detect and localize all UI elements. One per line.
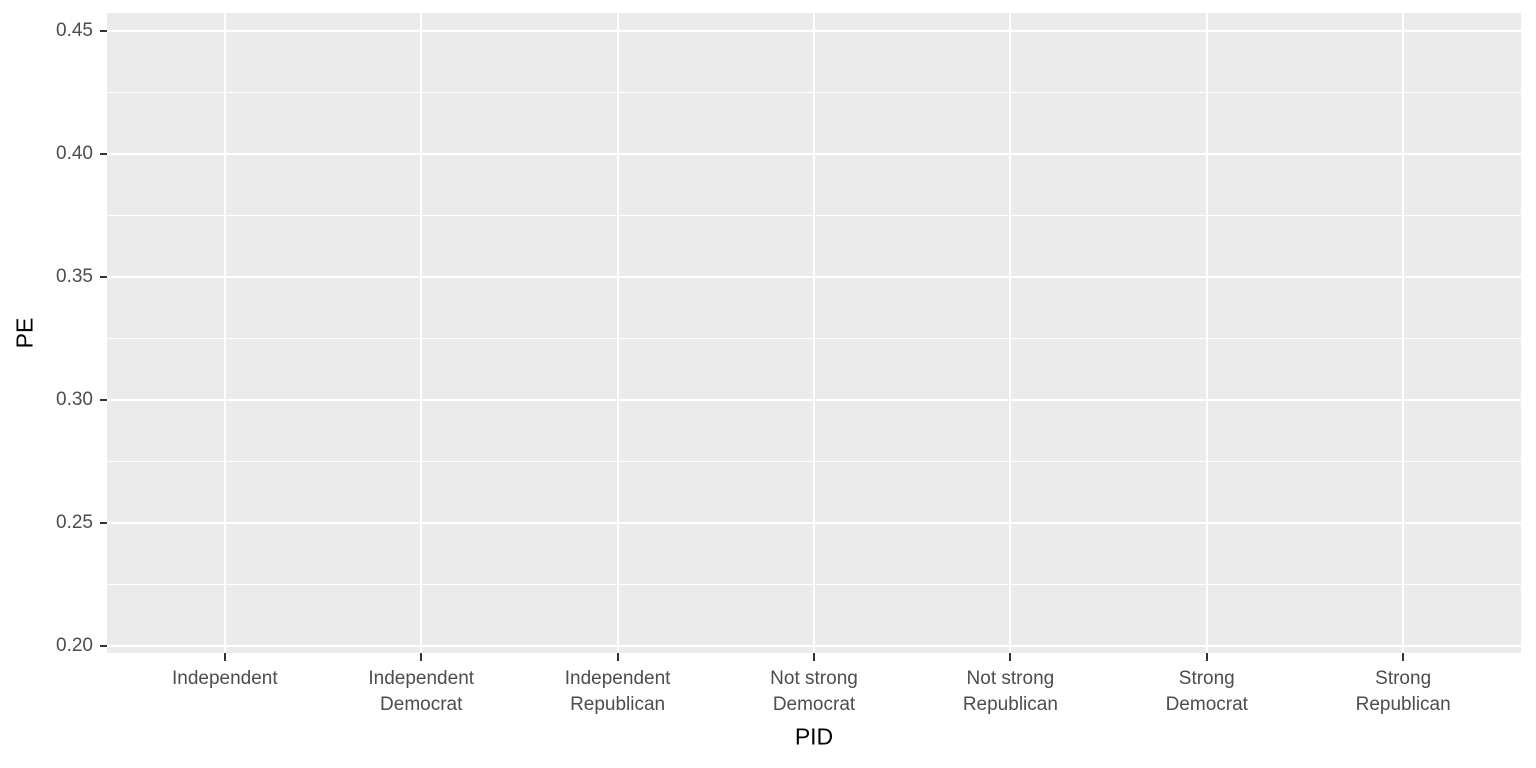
y-axis-tick bbox=[100, 276, 107, 279]
x-axis-tick-label: Independent bbox=[171, 668, 278, 689]
y-axis-tick bbox=[100, 399, 107, 402]
x-axis-tick bbox=[813, 653, 815, 661]
x-axis-tick-label: Not strong Republican bbox=[962, 668, 1058, 715]
x-axis-tick-label: Independent Republican bbox=[564, 668, 671, 715]
x-axis-tick-label: Strong Democrat bbox=[1165, 668, 1248, 715]
gridline-major-vertical bbox=[1205, 13, 1208, 653]
gridline-major-vertical bbox=[616, 13, 619, 653]
y-axis-tick-label: 0.40 bbox=[56, 142, 93, 164]
x-axis-tick bbox=[1205, 653, 1208, 661]
y-axis-tick-label: 0.30 bbox=[56, 389, 93, 411]
y-axis-tick-label: 0.20 bbox=[56, 635, 93, 657]
x-axis-tick-label: Independent Democrat bbox=[368, 668, 475, 715]
y-axis-tick bbox=[100, 29, 107, 32]
gridline-major-vertical bbox=[813, 13, 815, 653]
plot-panel bbox=[107, 13, 1521, 653]
x-axis-tick bbox=[1009, 653, 1012, 661]
y-axis-tick-label: 0.45 bbox=[56, 19, 93, 41]
y-axis-tick bbox=[100, 522, 107, 525]
y-axis-title: PE bbox=[11, 317, 38, 349]
gridline-major-vertical bbox=[1402, 13, 1405, 653]
x-axis-title: PID bbox=[794, 723, 834, 750]
y-axis-tick-label: 0.25 bbox=[56, 512, 93, 534]
x-axis-tick-label: Strong Republican bbox=[1355, 668, 1451, 715]
x-axis-tick-label: Not strong Democrat bbox=[770, 668, 858, 715]
x-axis-tick bbox=[223, 653, 226, 661]
y-axis-tick-label: 0.35 bbox=[56, 266, 93, 288]
gridline-major-vertical bbox=[223, 13, 226, 653]
x-axis-tick bbox=[420, 653, 423, 661]
y-axis-tick bbox=[100, 152, 107, 155]
x-axis-tick bbox=[616, 653, 619, 661]
gridline-major-vertical bbox=[1009, 13, 1012, 653]
x-axis-tick bbox=[1402, 653, 1405, 661]
gridline-major-vertical bbox=[420, 13, 423, 653]
y-axis-tick bbox=[100, 645, 107, 648]
